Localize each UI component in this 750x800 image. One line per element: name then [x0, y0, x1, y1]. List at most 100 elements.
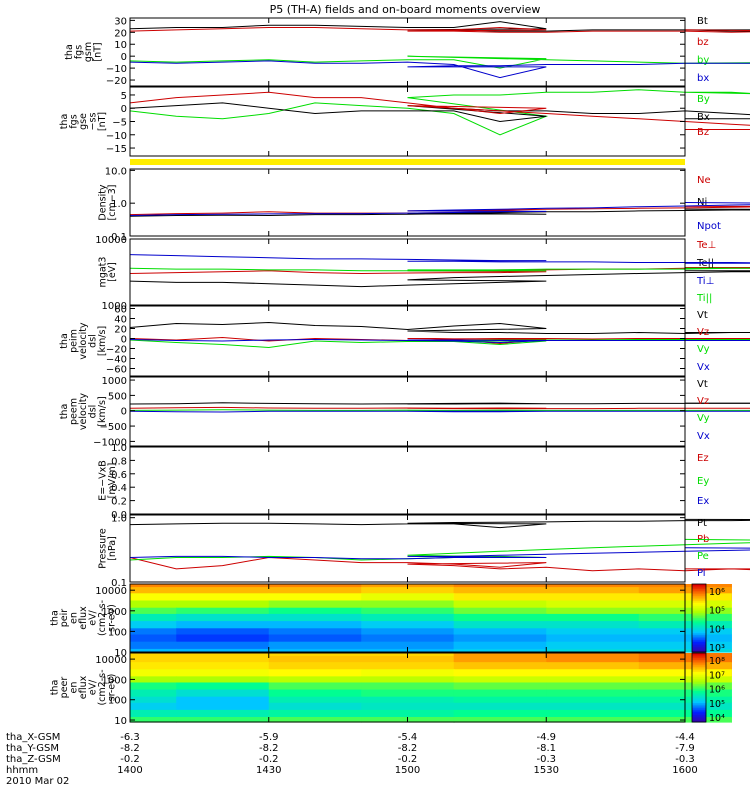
y-axis-label-line: [nT]	[97, 112, 108, 131]
y-axis-label-line: tha	[64, 44, 75, 60]
heatmap-cell	[453, 716, 547, 723]
colorbar-segment	[692, 594, 706, 597]
colorbar-label: 10⁷	[709, 670, 725, 681]
heatmap-cell	[176, 641, 270, 650]
y-tick-label: 100	[108, 627, 127, 638]
series-line-Vz	[129, 406, 750, 410]
colorbar-segment	[692, 678, 706, 682]
y-axis-label-line: tha	[59, 333, 70, 349]
y-tick-label: 10	[114, 40, 127, 51]
heatmap-cell	[176, 634, 270, 643]
heatmap-cell	[176, 656, 270, 663]
colorbar-segment	[692, 701, 706, 704]
legend-entry: bx	[697, 73, 709, 84]
heatmap-cell	[731, 653, 732, 657]
colorbar-segment	[692, 713, 706, 716]
y-tick-label: 30	[114, 16, 127, 27]
y-axis-label-line: fgs	[69, 114, 80, 128]
colorbar-segment	[692, 706, 706, 709]
heatmap-cell	[453, 584, 547, 588]
heatmap-cell	[268, 656, 362, 663]
x-annotation-value: -8.2	[398, 743, 418, 754]
heatmap-cell	[361, 696, 455, 704]
colorbar-segment	[692, 619, 706, 622]
heatmap-cell	[130, 656, 177, 663]
x-annotation-value: -8.1	[536, 743, 556, 754]
y-tick-label: 20	[114, 325, 127, 336]
colorbar-segment	[692, 616, 706, 619]
heatmap-cell	[130, 653, 177, 657]
x-annotation-value: 1500	[395, 765, 420, 776]
heatmap-cell	[453, 702, 547, 711]
y-tick-label: −20	[106, 345, 127, 356]
colorbar-segment	[692, 638, 706, 641]
colorbar-label: 10⁶	[709, 685, 725, 696]
heatmap-cell	[268, 641, 362, 650]
series-line-Pb	[129, 556, 750, 572]
legend-entry: Ti||	[696, 293, 712, 304]
heatmap-cell	[731, 648, 732, 653]
y-axis-label-line: [mV/m]	[107, 463, 118, 499]
y-tick-label: 0	[121, 335, 127, 346]
series-line-Pe	[129, 538, 750, 561]
heatmap-cell	[731, 641, 732, 650]
series-line-Vx	[129, 410, 750, 413]
heatmap-cell	[130, 709, 177, 718]
colorbar-segment	[692, 687, 706, 690]
y-axis-label-line: sr-eV)	[107, 604, 118, 632]
y-axis-label-line: tha	[59, 114, 70, 130]
y-axis-label-line: tha	[50, 610, 61, 626]
colorbar-segment	[692, 682, 706, 685]
heatmap-cell	[731, 689, 732, 698]
x-annotation-value: -8.2	[259, 743, 279, 754]
legend-entry: Te⊥	[696, 240, 716, 251]
colorbar-label: 10⁵	[709, 699, 725, 710]
heatmap-cell	[268, 669, 362, 677]
y-axis-label-line: [cm−3]	[107, 185, 118, 221]
heatmap-cell	[268, 689, 362, 698]
colorbar-segment	[692, 612, 706, 616]
colorbar-segment	[692, 635, 706, 638]
heatmap-cell	[268, 696, 362, 704]
series-line-Vt	[129, 321, 750, 335]
heatmap-cell	[176, 709, 270, 718]
y-axis-label-line: Pressure	[97, 528, 108, 569]
heatmap-cell	[176, 653, 270, 657]
y-axis-label-line: [km/s]	[97, 326, 108, 356]
x-annotation-value: -0.3	[675, 754, 695, 765]
colorbar-segment	[692, 645, 706, 648]
heatmap-cell	[176, 607, 270, 615]
colorbar-segment	[692, 650, 706, 653]
legend-entry: Vy	[697, 413, 710, 424]
heatmap-cell	[361, 702, 455, 711]
heatmap-cell	[731, 682, 732, 691]
heatmap-cell	[176, 669, 270, 677]
heatmap-cell	[546, 613, 640, 622]
y-axis-label-line: peer	[59, 677, 70, 699]
colorbar-segment	[692, 648, 706, 651]
colorbar-segment	[692, 590, 706, 593]
heatmap-cell	[268, 628, 362, 636]
y-axis-label-line: Density	[97, 184, 108, 220]
heatmap-cell	[453, 696, 547, 704]
heatmap-cell	[130, 682, 177, 691]
legend-entry: bz	[697, 37, 709, 48]
x-annotation-value: 1400	[117, 765, 142, 776]
series-line-Bz	[129, 91, 750, 130]
y-axis-label-line: eV/	[88, 679, 99, 695]
y-axis-label-line: peim	[69, 329, 80, 353]
heatmap-cell	[268, 600, 362, 609]
legend-entry: by	[697, 55, 709, 66]
legend-entry: Vz	[697, 327, 709, 338]
colorbar-segment	[692, 703, 706, 706]
heatmap-cell	[176, 628, 270, 636]
y-axis-label-line: (cm2-s-	[97, 669, 108, 705]
heatmap-cell	[176, 689, 270, 698]
colorbar-segment	[692, 633, 706, 636]
colorbar-segment	[692, 656, 706, 659]
colorbar-segment	[692, 636, 706, 639]
legend-entry: Vt	[697, 379, 708, 390]
heatmap-cell	[731, 709, 732, 718]
legend-entry: Vz	[697, 396, 709, 407]
